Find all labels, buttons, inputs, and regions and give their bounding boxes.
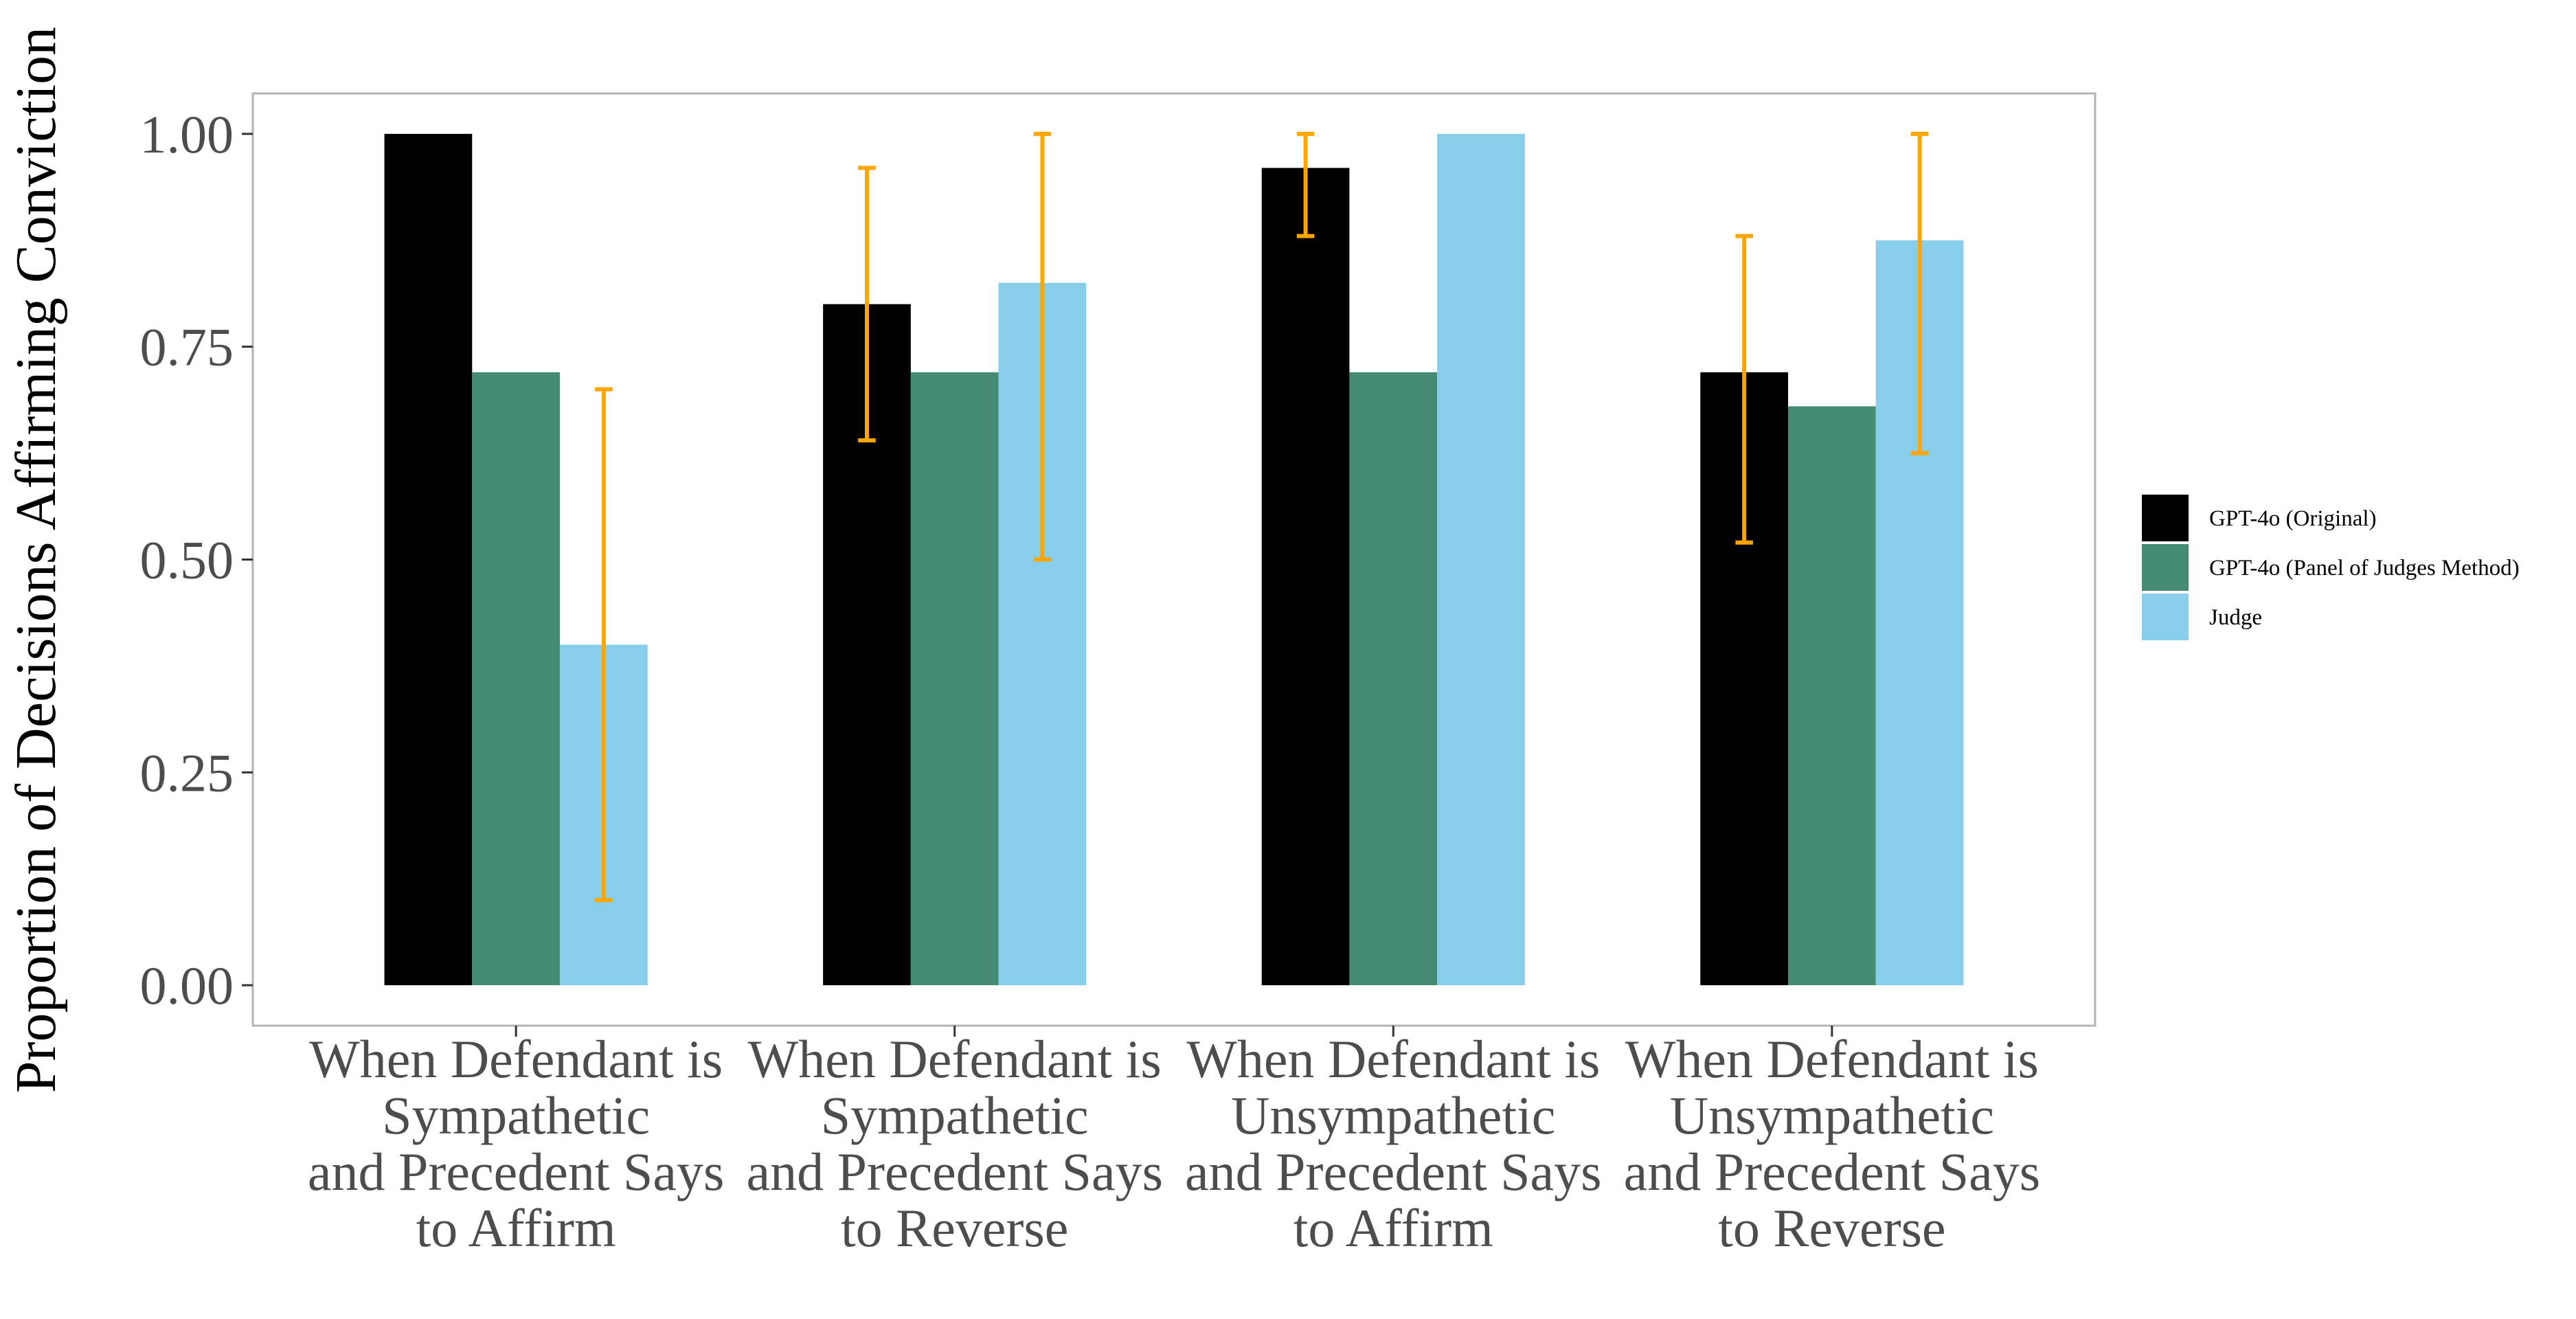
x-tick-label-line: When Defendant is xyxy=(748,1029,1162,1089)
error-bar-4-series-1 xyxy=(1735,234,1753,545)
y-tick-label: 1.00 xyxy=(140,104,234,164)
x-tick-label-line: When Defendant is xyxy=(1625,1029,2039,1089)
error-bars xyxy=(595,131,1929,903)
legend: GPT-4o (Original) GPT-4o (Panel of Judges… xyxy=(2142,495,2520,640)
bar-1-series-2 xyxy=(472,372,560,986)
x-tick-label-line: Sympathetic xyxy=(382,1085,650,1145)
y-tick-label: 0.75 xyxy=(140,317,234,377)
y-tick-label: 0.00 xyxy=(140,956,234,1015)
legend-label-3: Judge xyxy=(2209,605,2262,630)
y-tick-label: 0.50 xyxy=(140,530,234,590)
legend-key-1 xyxy=(2142,495,2189,541)
bar-2-series-2 xyxy=(910,372,999,986)
legend-label-1: GPT-4o (Original) xyxy=(2209,506,2377,531)
bars xyxy=(384,133,1964,986)
y-tick-label: 0.25 xyxy=(140,743,234,802)
x-axis: When Defendant is Sympathetic and Preceden… xyxy=(308,1026,2040,1258)
x-tick-label-line: When Defendant is xyxy=(309,1029,723,1089)
x-tick-label-line: and Precedent Says xyxy=(746,1142,1162,1202)
x-tick-label-line: When Defendant is xyxy=(1186,1029,1600,1089)
x-tick-label-line: to Reverse xyxy=(841,1198,1068,1258)
x-tick-label-line: to Affirm xyxy=(1293,1198,1493,1258)
bar-3-series-3 xyxy=(1437,133,1525,986)
error-bar-4-series-3 xyxy=(1910,131,1929,455)
x-tick-label-1: When Defendant is Sympathetic and Preceden… xyxy=(308,1029,724,1258)
x-tick-label-line: to Affirm xyxy=(416,1198,616,1258)
legend-key-2 xyxy=(2142,544,2189,591)
error-bar-3-series-1 xyxy=(1296,131,1315,238)
x-tick-label-line: Unsympathetic xyxy=(1670,1085,1994,1145)
x-tick-label-3: When Defendant is Unsympathetic and Preced… xyxy=(1185,1029,1601,1258)
x-tick-label-line: to Reverse xyxy=(1718,1198,1945,1258)
x-tick-label-line: Unsympathetic xyxy=(1231,1085,1555,1145)
x-tick-label-4: When Defendant is Unsympathetic and Preced… xyxy=(1624,1029,2040,1258)
x-tick-label-2: When Defendant is Sympathetic and Preceden… xyxy=(746,1029,1162,1258)
error-bar-2-series-3 xyxy=(1033,131,1052,562)
x-tick-label-line: Sympathetic xyxy=(821,1085,1089,1145)
legend-label-2: GPT-4o (Panel of Judges Method) xyxy=(2209,556,2520,580)
bar-3-series-1 xyxy=(1261,168,1350,986)
y-axis: 0.00 0.25 0.50 0.75 1.00 xyxy=(140,104,253,1015)
bar-1-series-1 xyxy=(384,133,473,986)
error-bar-1-series-3 xyxy=(595,387,613,903)
x-tick-label-line: and Precedent Says xyxy=(1624,1142,2040,1202)
x-tick-label-line: and Precedent Says xyxy=(1185,1142,1601,1202)
y-axis-title: Proportion of Decisions Affirming Convic… xyxy=(4,27,68,1093)
x-tick-label-line: and Precedent Says xyxy=(308,1142,724,1202)
bar-3-series-2 xyxy=(1349,372,1438,986)
bar-4-series-2 xyxy=(1788,406,1876,986)
legend-key-3 xyxy=(2142,594,2189,640)
error-bar-2-series-1 xyxy=(858,166,876,443)
